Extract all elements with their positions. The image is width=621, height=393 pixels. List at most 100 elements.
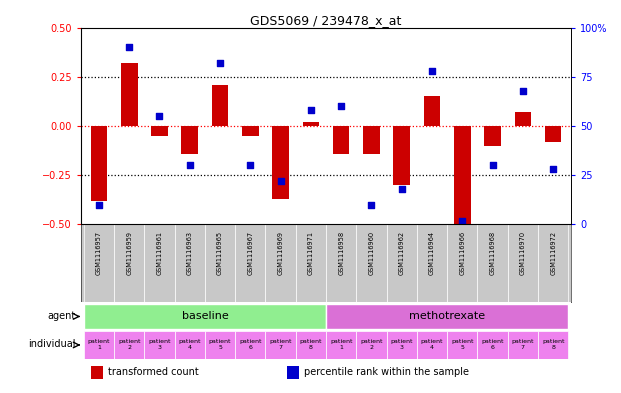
Point [397,186,407,192]
Text: GSM1116971: GSM1116971 [308,231,314,275]
Bar [447,331,478,359]
Point [155,113,165,119]
Text: patient
6: patient 6 [239,339,261,350]
Bar [447,224,478,302]
Text: GSM1116961: GSM1116961 [156,231,163,275]
Point [427,68,437,74]
Text: GSM1116972: GSM1116972 [550,231,556,275]
Point [215,60,225,66]
Point [366,202,376,208]
Text: patient
2: patient 2 [118,339,140,350]
Bar [235,331,265,359]
Bar [121,63,137,126]
Bar [454,126,471,224]
Bar [91,366,103,379]
Bar [545,126,561,142]
Text: patient
2: patient 2 [360,339,383,350]
Bar [326,304,568,329]
Bar [242,126,258,136]
Text: GSM1116962: GSM1116962 [399,231,405,275]
Text: GSM1116969: GSM1116969 [278,231,284,275]
Text: individual: individual [29,340,76,349]
Text: patient
3: patient 3 [148,339,171,350]
Bar [205,224,235,302]
Bar [84,304,326,329]
Bar [175,331,205,359]
Bar [302,122,319,126]
Text: GSM1116959: GSM1116959 [126,231,132,275]
Text: patient
7: patient 7 [270,339,292,350]
Text: patient
8: patient 8 [300,339,322,350]
Point [276,178,286,184]
Bar [272,126,289,199]
Bar [265,224,296,302]
Text: patient
8: patient 8 [542,339,564,350]
Point [124,44,134,50]
Bar [394,126,410,185]
Text: transformed count: transformed count [107,367,199,376]
Bar [91,126,107,201]
Bar [478,224,508,302]
Bar [84,331,114,359]
Bar [296,224,326,302]
Point [548,166,558,173]
Text: GSM1116958: GSM1116958 [338,231,344,275]
Bar [151,126,168,136]
Text: GSM1116970: GSM1116970 [520,231,526,275]
Text: patient
6: patient 6 [481,339,504,350]
Point [245,162,255,169]
Bar [387,224,417,302]
Text: patient
1: patient 1 [88,339,110,350]
Point [518,87,528,94]
Text: GSM1116967: GSM1116967 [247,231,253,275]
Text: GSM1116965: GSM1116965 [217,231,223,275]
Bar [114,224,144,302]
Bar [84,224,114,302]
Bar [484,126,501,146]
Text: baseline: baseline [181,311,229,321]
Text: patient
3: patient 3 [391,339,413,350]
Bar [265,331,296,359]
Text: patient
7: patient 7 [512,339,534,350]
Bar [356,331,387,359]
Bar [296,331,326,359]
Bar [205,331,235,359]
Point [336,103,346,109]
Text: patient
4: patient 4 [178,339,201,350]
Text: GSM1116968: GSM1116968 [489,231,496,275]
Bar [508,224,538,302]
Bar [326,331,356,359]
Bar [538,331,568,359]
Bar [144,331,175,359]
Bar [417,224,447,302]
Text: methotrexate: methotrexate [409,311,485,321]
Point [487,162,497,169]
Bar [144,224,175,302]
Bar [515,112,531,126]
Text: agent: agent [48,311,76,321]
Point [306,107,316,113]
Point [185,162,195,169]
Point [94,202,104,208]
Text: percentile rank within the sample: percentile rank within the sample [304,367,469,376]
Text: GSM1116957: GSM1116957 [96,231,102,275]
Text: GSM1116964: GSM1116964 [429,231,435,275]
Bar [333,126,350,154]
Text: patient
5: patient 5 [209,339,231,350]
Bar [363,126,380,154]
Bar [387,331,417,359]
Text: patient
5: patient 5 [451,339,474,350]
Bar [417,331,447,359]
Bar [114,331,144,359]
Text: GSM1116963: GSM1116963 [187,231,193,275]
Bar [356,224,387,302]
Bar [508,331,538,359]
Text: patient
1: patient 1 [330,339,352,350]
Bar [175,224,205,302]
Bar [212,84,229,126]
Text: GSM1116960: GSM1116960 [368,231,374,275]
Bar [181,126,198,154]
Bar [326,224,356,302]
Title: GDS5069 / 239478_x_at: GDS5069 / 239478_x_at [250,15,402,28]
Text: GSM1116966: GSM1116966 [460,231,465,275]
